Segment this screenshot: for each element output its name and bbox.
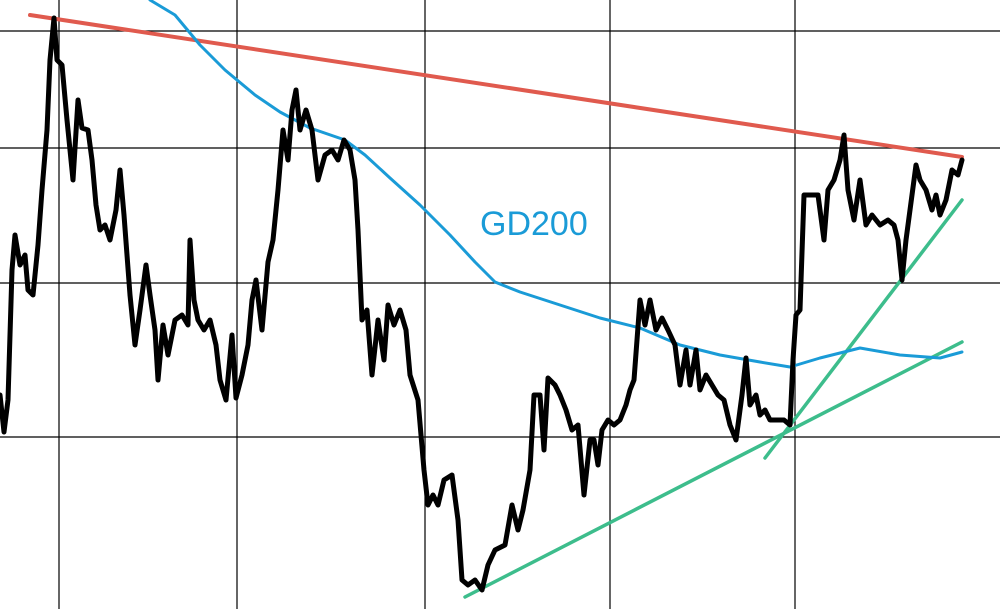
- price-line: [0, 15, 965, 593]
- series-label: GD200: [480, 205, 588, 243]
- moving-average-line: [148, 0, 964, 369]
- price-line: [28, 13, 964, 159]
- price-line: [463, 340, 964, 599]
- price-line: [763, 198, 964, 460]
